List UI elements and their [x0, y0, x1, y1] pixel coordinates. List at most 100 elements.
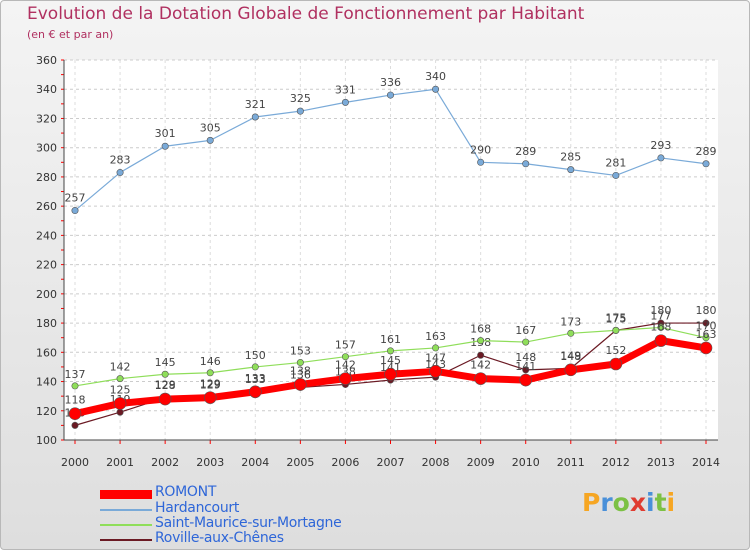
data-point-saint-maurice-sur-mortagne: [477, 337, 485, 345]
data-label-romont: 129: [200, 378, 221, 391]
data-point-romont: [519, 373, 533, 387]
data-label-romont: 141: [515, 360, 536, 373]
data-point-romont: [429, 365, 442, 378]
data-label-roville-aux-ch-nes: 136: [290, 368, 311, 381]
y-tick-label: 320: [36, 112, 57, 125]
data-label-roville-aux-ch-nes: 148: [515, 351, 536, 364]
data-point-romont: [474, 372, 487, 385]
data-point-hardancourt: [702, 160, 710, 168]
data-point-romont: [609, 357, 623, 371]
y-tick-label: 120: [36, 405, 57, 418]
legend-label-romont: ROMONT: [155, 484, 217, 500]
data-label-saint-maurice-sur-mortagne: 177: [650, 309, 671, 322]
logo-letter: t: [654, 488, 667, 517]
x-tick-label: 2005: [286, 456, 314, 469]
x-tick-label: 2012: [602, 456, 630, 469]
data-label-hardancourt: 331: [335, 83, 356, 96]
data-point-romont: [113, 397, 127, 410]
data-label-saint-maurice-sur-mortagne: 161: [380, 333, 401, 346]
data-point-romont: [654, 334, 668, 347]
y-tick-label: 200: [36, 288, 57, 301]
data-point-hardancourt: [477, 158, 485, 166]
data-label-saint-maurice-sur-mortagne: 175: [605, 312, 626, 325]
data-label-hardancourt: 293: [650, 139, 671, 152]
data-point-roville-aux-ch-nes: [477, 351, 485, 359]
x-tick-label: 2004: [241, 456, 269, 469]
data-point-romont: [203, 391, 217, 404]
data-point-hardancourt: [116, 169, 124, 177]
data-point-hardancourt: [71, 207, 79, 215]
data-point-roville-aux-ch-nes: [116, 408, 124, 416]
data-label-hardancourt: 301: [155, 127, 176, 140]
logo-letter: x: [629, 488, 646, 517]
y-tick-label: 140: [36, 376, 57, 389]
data-label-romont: 142: [335, 359, 356, 372]
chart-title: Evolution de la Dotation Globale de Fonc…: [27, 4, 585, 24]
data-point-roville-aux-ch-nes: [702, 319, 710, 327]
x-tick-label: 2014: [692, 456, 720, 469]
data-label-romont: 118: [65, 394, 86, 407]
x-tick-label: 2010: [512, 456, 540, 469]
data-label-roville-aux-ch-nes: 180: [696, 304, 717, 317]
data-label-romont: 152: [605, 344, 626, 357]
legend-swatch-hardancourt: [100, 509, 152, 511]
legend-swatch-roville: [100, 539, 152, 541]
y-tick-label: 340: [36, 83, 57, 96]
data-label-saint-maurice-sur-mortagne: 168: [470, 323, 491, 336]
legend-swatch-romont: [100, 490, 152, 499]
data-label-saint-maurice-sur-mortagne: 167: [515, 324, 536, 337]
data-label-hardancourt: 325: [290, 92, 311, 105]
data-label-romont: 133: [245, 372, 266, 385]
legend-swatch-saint-maurice: [100, 524, 152, 526]
data-point-romont: [384, 367, 397, 381]
data-label-roville-aux-ch-nes: 180: [650, 304, 671, 317]
y-tick-label: 240: [36, 229, 57, 242]
data-point-romont: [68, 407, 82, 420]
data-point-romont: [294, 378, 307, 391]
data-point-romont: [564, 363, 578, 377]
data-point-hardancourt: [567, 166, 575, 174]
data-point-saint-maurice-sur-mortagne: [206, 369, 214, 377]
x-tick-label: 2011: [557, 456, 585, 469]
data-point-roville-aux-ch-nes: [71, 421, 79, 429]
data-point-saint-maurice-sur-mortagne: [522, 338, 530, 346]
y-tick-label: 360: [36, 54, 57, 67]
data-label-hardancourt: 305: [200, 121, 221, 134]
data-point-hardancourt: [432, 85, 440, 93]
x-tick-label: 2013: [647, 456, 675, 469]
logo-letter: i: [666, 488, 676, 517]
data-point-hardancourt: [612, 171, 620, 179]
data-label-saint-maurice-sur-mortagne: 153: [290, 345, 311, 358]
data-point-romont: [248, 385, 262, 399]
data-point-hardancourt: [206, 136, 214, 144]
x-tick-label: 2002: [151, 456, 179, 469]
y-tick-label: 300: [36, 142, 57, 155]
data-label-saint-maurice-sur-mortagne: 157: [335, 339, 356, 352]
data-point-saint-maurice-sur-mortagne: [702, 334, 710, 342]
data-label-roville-aux-ch-nes: 129: [200, 379, 221, 392]
data-label-romont: 148: [560, 350, 581, 363]
data-point-hardancourt: [161, 142, 169, 150]
data-label-romont: 128: [155, 379, 176, 392]
y-tick-label: 160: [36, 346, 57, 359]
data-label-saint-maurice-sur-mortagne: 137: [65, 368, 86, 381]
x-tick-label: 2009: [467, 456, 495, 469]
chart-subtitle: (en € et par an): [27, 28, 114, 41]
data-point-saint-maurice-sur-mortagne: [386, 347, 394, 355]
data-label-hardancourt: 283: [110, 154, 131, 167]
data-label-hardancourt: 281: [605, 156, 626, 169]
x-tick-label: 2006: [331, 456, 359, 469]
data-point-saint-maurice-sur-mortagne: [116, 375, 124, 383]
logo-letter: i: [646, 488, 655, 517]
data-label-hardancourt: 321: [245, 98, 266, 111]
data-label-hardancourt: 340: [425, 70, 446, 83]
data-label-romont: 145: [380, 354, 401, 367]
y-tick-label: 260: [36, 200, 57, 213]
data-point-romont: [699, 341, 713, 355]
data-point-hardancourt: [657, 154, 665, 162]
data-label-romont: 168: [650, 321, 671, 334]
data-label-hardancourt: 289: [696, 145, 717, 158]
data-label-saint-maurice-sur-mortagne: 142: [110, 361, 131, 374]
data-point-hardancourt: [251, 113, 259, 121]
